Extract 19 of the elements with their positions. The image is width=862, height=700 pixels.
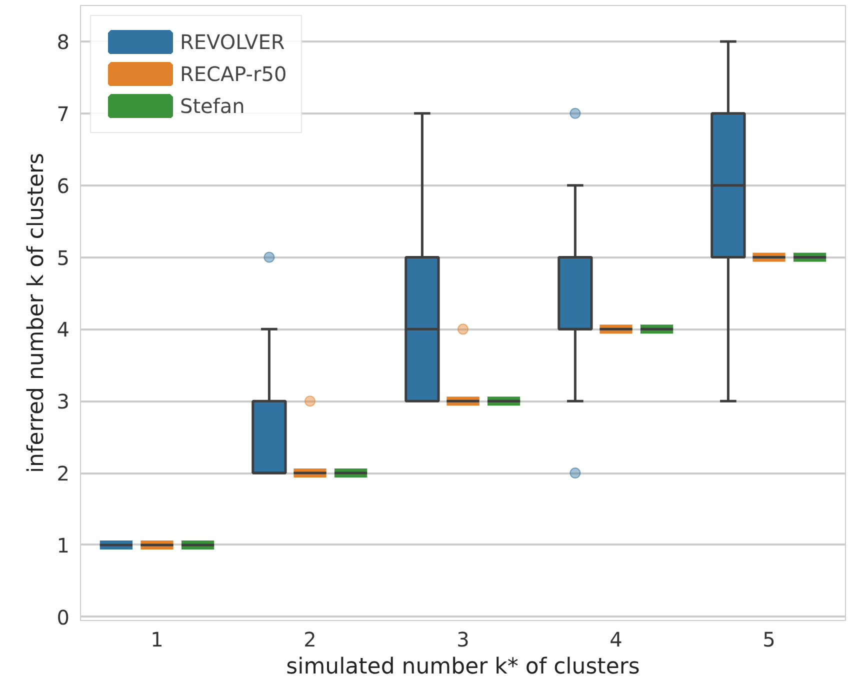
x-tick-label: 5 bbox=[762, 628, 776, 652]
x-tick-label: 4 bbox=[610, 628, 622, 652]
x-tick-label: 1 bbox=[150, 628, 164, 652]
y-tick-label: 8 bbox=[56, 30, 70, 54]
y-tick-label: 7 bbox=[56, 102, 70, 126]
y-tick-label: 5 bbox=[56, 246, 70, 270]
x-tick-label: 2 bbox=[304, 628, 316, 652]
y-axis-title: inferred number k of clusters bbox=[24, 152, 49, 474]
legend-label: RECAP-r50 bbox=[180, 62, 287, 86]
y-tick-label: 6 bbox=[56, 174, 70, 198]
y-tick-label: 0 bbox=[56, 605, 70, 630]
y-tick-label: 3 bbox=[56, 390, 70, 414]
y-tick-label: 4 bbox=[56, 318, 70, 342]
legend-label: REVOLVER bbox=[180, 30, 285, 54]
y-tick-label: 1 bbox=[56, 533, 70, 558]
x-tick-label: 3 bbox=[456, 628, 470, 652]
y-tick-label: 2 bbox=[56, 462, 70, 486]
legend-label: Stefan bbox=[180, 94, 245, 118]
x-axis-title: simulated number k* of clusters bbox=[286, 654, 640, 680]
